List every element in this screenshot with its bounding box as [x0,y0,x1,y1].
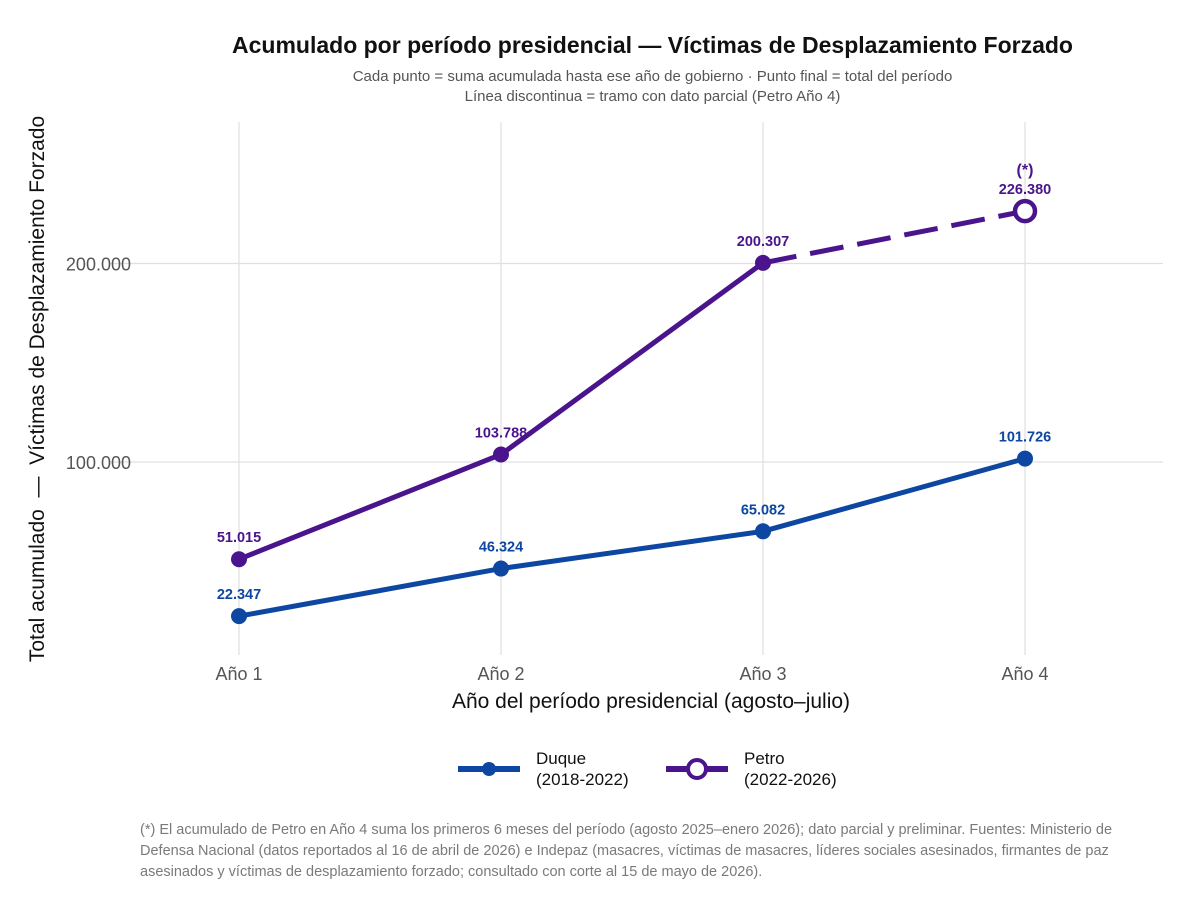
data-label-petro: 200.307 [737,234,789,250]
legend-swatch-duque [458,762,520,776]
series-line-duque [236,456,1028,619]
axes: 100.000 200.000 Año 1 Año 2 Año 3 Año 4 Año de… [26,116,1049,713]
gridlines [110,122,1163,655]
x-tick-label: Año 2 [477,664,524,684]
legend-label-petro: Petro (2022-2026) [744,749,837,789]
data-label-duque: 65.082 [741,502,785,518]
data-point-duque [231,608,247,625]
y-tick-label: 100.000 [66,453,131,473]
data-label-duque: 22.347 [217,587,261,603]
data-point-petro [231,551,247,568]
footnote-caption: (*) El acumulado de Petro en Año 4 suma … [140,822,1113,880]
data-label-petro: 226.380 [999,182,1051,198]
series-partial-segment-petro [762,208,1026,266]
partial-note-marker: (*) [1017,162,1034,179]
data-label-petro: 103.788 [475,425,527,441]
x-tick-label: Año 3 [739,664,786,684]
data-point-petro [493,446,509,463]
legend-item-duque: Duque (2018-2022) [456,748,629,790]
data-point-petro [1012,198,1038,224]
legend-item-petro: Petro (2022-2026) [664,748,837,790]
legend-swatch-petro [666,758,728,780]
y-tick-label: 200.000 [66,255,131,275]
data-point-duque [1017,450,1033,467]
data-labels: 22.347 46.324 65.082 101.726 51.015 103.788 20… [217,162,1051,603]
data-points [231,198,1038,625]
series-lines [236,208,1028,619]
y-axis-title: Total acumulado — Víctimas de Desplazami… [26,116,49,662]
data-point-duque [493,560,509,577]
chart-subtitle-line2: Línea discontinua = tramo con dato parci… [464,88,841,105]
data-point-duque [755,523,771,540]
data-label-petro: 51.015 [217,530,261,546]
data-label-duque: 46.324 [479,540,523,556]
data-point-petro [755,254,771,271]
chart-title: Acumulado por período presidencial — Víc… [232,32,1073,58]
chart-subtitle-line1: Cada punto = suma acumulada hasta ese añ… [352,68,953,85]
x-axis-title: Año del período presidencial (agosto–jul… [452,690,850,713]
x-tick-label: Año 4 [1001,664,1048,684]
data-label-duque: 101.726 [999,430,1051,446]
line-chart: 22.347 46.324 65.082 101.726 51.015 103.788 20… [26,116,1163,713]
legend-label-duque: Duque (2018-2022) [536,749,629,789]
x-tick-label: Año 1 [215,664,262,684]
